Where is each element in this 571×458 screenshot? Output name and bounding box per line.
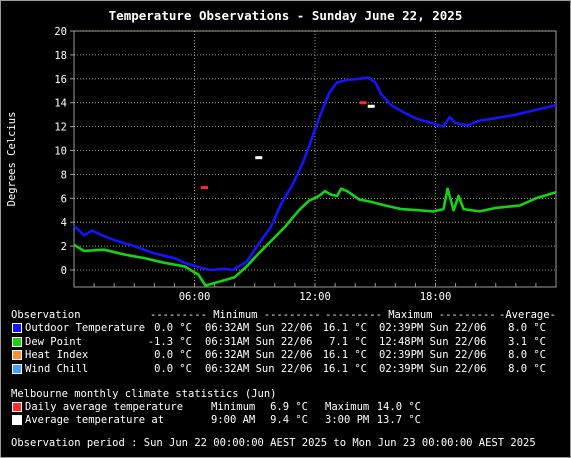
y-tick-label: 2 <box>61 241 67 253</box>
climate-col2-value: 13.7 °C <box>376 414 421 426</box>
y-tick-label: 8 <box>61 169 67 181</box>
plot-area: 0 2 4 6 8 10 12 14 16 18 20 06:00 12:00 18:00 <box>54 26 557 300</box>
y-tick-label: 4 <box>61 217 67 229</box>
row-min-value: 0.0 °C <box>154 362 192 375</box>
x-tick-label: 06:00 <box>179 291 211 300</box>
y-tick-label: 18 <box>54 50 67 62</box>
stats-header-minimum: --------- Minimum --------- <box>150 309 321 321</box>
legend-swatch <box>12 323 22 333</box>
row-label: Wind Chill <box>25 362 89 375</box>
climate-heading: Melbourne monthly climate statistics (Ju… <box>11 388 277 400</box>
climate-marker <box>359 101 367 105</box>
climate-col1-label: 9:00 AM <box>211 414 256 426</box>
row-max-time: 02:39PM Sun 22/06 <box>379 322 487 334</box>
y-tick-label: 16 <box>54 74 67 86</box>
stats-header-average: -Average- <box>499 309 556 321</box>
row-min-time: 06:31AM Sun 22/06 <box>205 335 313 348</box>
row-min-time: 06:32AM Sun 22/06 <box>205 349 313 361</box>
row-max-value: 16.1 °C <box>322 322 367 334</box>
plot-border <box>73 30 557 288</box>
stats-header-observation: Observation <box>11 309 81 321</box>
row-max-value: 7.1 °C <box>329 335 367 348</box>
climate-row-label: Average temperature at <box>25 414 165 426</box>
series-line-dew-point <box>73 187 557 287</box>
row-average: 3.1 °C <box>508 335 546 348</box>
climate-marker <box>367 104 375 108</box>
row-max-value: 16.1 °C <box>322 362 367 375</box>
row-label: Outdoor Temperature <box>25 322 146 334</box>
row-min-value: 0.0 °C <box>154 349 192 361</box>
climate-marker <box>255 156 263 160</box>
climate-col1-value: 6.9 °C <box>270 401 308 413</box>
x-tick-label: 18:00 <box>420 291 452 300</box>
row-max-time: 12:48PM Sun 22/06 <box>379 335 487 348</box>
y-tick-label: 0 <box>61 265 67 277</box>
climate-marker <box>201 186 209 190</box>
stats-header-maximum: --------- Maximum --------- <box>325 309 496 321</box>
y-tick-label: 10 <box>54 146 67 158</box>
row-min-time: 06:32AM Sun 22/06 <box>205 322 313 334</box>
climate-row-label: Daily average temperature <box>25 401 184 413</box>
row-min-value: -1.3 °C <box>147 335 192 348</box>
y-tick-label: 14 <box>54 98 67 110</box>
y-tick-label: 6 <box>61 193 67 205</box>
legend-swatch <box>12 363 22 374</box>
row-label: Dew Point <box>25 335 82 348</box>
row-average: 8.0 °C <box>508 349 546 361</box>
legend-swatch <box>12 336 22 347</box>
y-tick-label: 20 <box>54 26 67 38</box>
chart-title: Temperature Observations - Sunday June 2… <box>108 8 463 23</box>
row-max-time: 02:39PM Sun 22/06 <box>379 362 487 375</box>
climate-col2-value: 14.0 °C <box>376 401 421 413</box>
row-min-time: 06:32AM Sun 22/06 <box>205 362 313 375</box>
climate-col2-label: Maximum <box>325 401 370 413</box>
row-average: 8.0 °C <box>508 322 546 334</box>
row-label: Heat Index <box>25 349 89 361</box>
row-max-time: 02:39PM Sun 22/06 <box>379 349 487 361</box>
climate-col2-label: 3:00 PM <box>325 414 370 426</box>
climate-swatch <box>12 415 22 425</box>
climate-swatch <box>12 402 22 412</box>
row-min-value: 0.0 °C <box>154 322 192 334</box>
series-line-outdoor-temperature <box>73 76 557 272</box>
legend-swatch <box>12 350 22 360</box>
climate-col1-value: 9.4 °C <box>270 414 308 426</box>
y-tick-label: 12 <box>54 122 67 134</box>
observation-period: Observation period : Sun Jun 22 00:00:00… <box>11 437 536 449</box>
row-average: 8.0 °C <box>508 362 546 375</box>
x-tick-label: 12:00 <box>299 291 331 300</box>
row-max-value: 16.1 °C <box>322 349 367 361</box>
climate-col1-label: Minimum <box>211 401 256 413</box>
